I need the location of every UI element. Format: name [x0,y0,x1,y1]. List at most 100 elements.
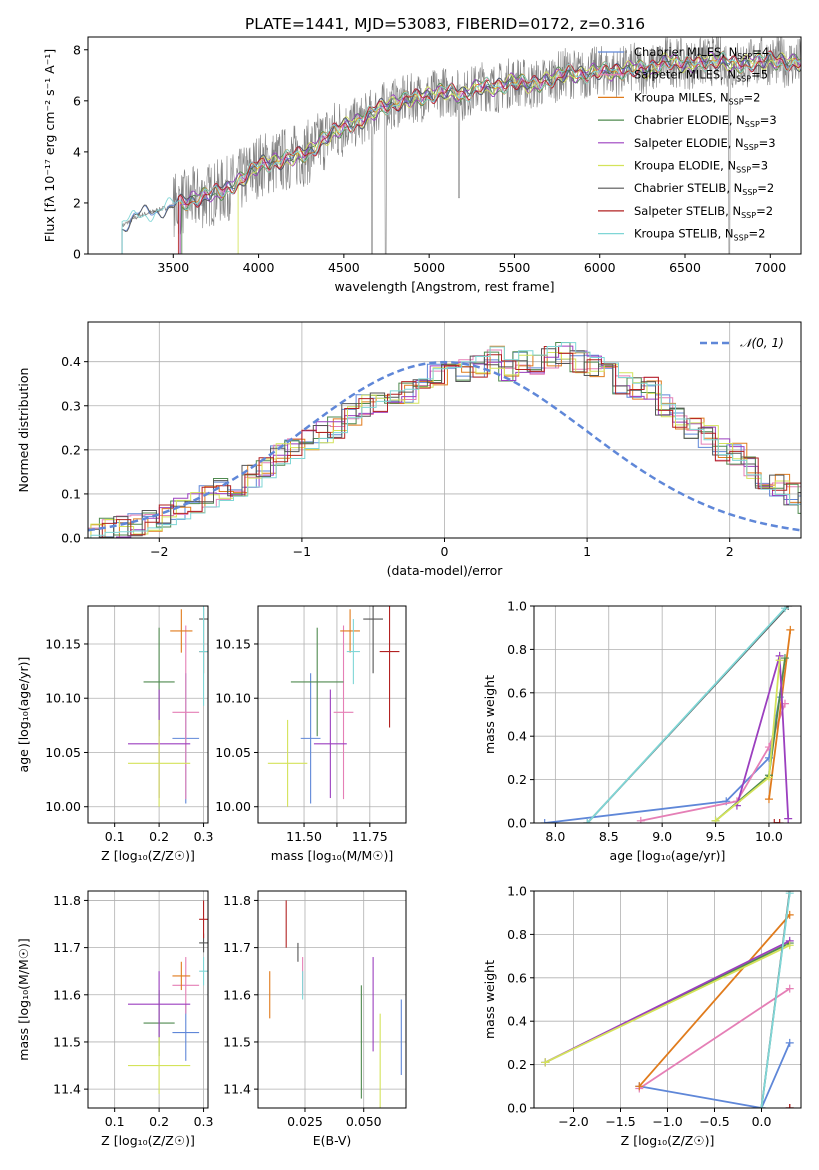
y-tick-label: 0.4 [507,1014,527,1029]
y-tick-label: 8 [73,42,81,57]
legend-count: =2 [744,90,761,104]
legend-count: =3 [759,136,776,150]
axes-frame [533,605,802,824]
normal-curve [88,360,801,532]
y-tick-label: 11.8 [223,893,251,908]
x-tick-label: 9.0 [652,829,672,844]
y-tick-label: 4 [73,144,81,159]
plot-area-mass-weight-vs-Z [541,891,794,1108]
legend-subscript: SSP [742,188,757,197]
weight-marker-salpeter-miles [785,984,794,993]
y-tick-label: 10.15 [45,636,81,651]
x-tick-label: 2 [726,544,734,559]
x-axis-label: wavelength [Angstrom, rest frame] [334,279,554,294]
x-axis-label: age [log₁₀(age/yr)] [610,848,726,863]
plot-area-mass-vs-ebv [269,900,402,1108]
legend-count: =3 [751,159,768,173]
legend-text: Chabrier MILES, N [634,45,737,59]
legend-entry-kroupa-miles: Kroupa MILES, NSSP=2 [634,90,760,106]
y-tick-label: 0.0 [507,1101,527,1116]
axes-frame [87,890,209,1109]
weight-line-salpeter-elodie [736,655,790,819]
legend-entry-kroupa-elodie: Kroupa ELODIE, NSSP=3 [634,159,768,175]
weight-line-salpeter-miles [638,987,791,1090]
x-tick-label: −1.5 [605,1114,635,1129]
x-axis-label: E(B-V) [313,1133,352,1148]
weight-marker-chabrier-miles [785,1038,794,1047]
x-tick-label: −1.0 [652,1114,682,1129]
weight-marker-salpeter-miles [636,816,645,823]
y-tick-label: 10.05 [215,745,251,760]
y-tick-label: 11.6 [223,987,251,1002]
histogram-chabrier-elodie [88,342,801,538]
y-tick-label: 10.00 [45,799,81,814]
y-axis-label: mass weight [482,960,497,1039]
x-tick-label: 0 [441,544,449,559]
weight-marker-salpeter-elodie [784,814,793,823]
y-tick-label: 11.4 [53,1082,81,1097]
panel-age-vs-Z: 0.1 0.2 0.3 10.00 10.05 10.10 10.15 Z [log₁₀(Z/… [16,605,214,863]
x-tick-label: 4500 [328,260,360,275]
y-tick-label: 11.5 [223,1034,251,1049]
histogram-chabrier-stelib [88,348,801,538]
x-tick-label: 0.1 [105,1114,125,1129]
weight-marker-chabrier-miles [540,819,549,823]
model-line-kroupa-elodie [237,52,801,254]
legend-subscript: SSP [745,120,760,129]
y-tick-label: 11.5 [53,1034,81,1049]
y-tick-label: 11.4 [223,1082,251,1097]
legend-subscript: SSP [736,166,751,175]
y-tick-label: 11.8 [53,893,81,908]
y-tick-label: 0.0 [61,531,81,546]
legend-text: Salpeter MILES, N [634,68,736,82]
legend-entry-chabrier-miles: Chabrier MILES, NSSP=4 [634,45,769,61]
model-line-kroupa-stelib [121,51,801,254]
weight-line-kroupa-elodie [544,944,791,1064]
legend-count: =4 [752,45,769,59]
y-tick-label: 0.2 [61,442,81,457]
y-tick-label: 0.1 [61,486,81,501]
legend-entry-salpeter-elodie: Salpeter ELODIE, NSSP=3 [634,136,776,152]
legend-count: =2 [749,227,766,241]
legend-text: Chabrier ELODIE, N [634,113,745,127]
y-tick-label: 0.4 [507,729,527,744]
legend-subscript: SSP [741,211,756,220]
weight-marker-kroupa-stelib [757,1104,766,1108]
y-tick-label: 1.0 [507,599,527,614]
y-tick-label: 0.2 [507,772,527,787]
x-tick-label: −2.0 [558,1114,588,1129]
x-tick-label: 0.3 [194,1114,214,1129]
x-axis-label: Z [log₁₀(Z/Z☉)] [621,1133,715,1148]
y-tick-label: 11.7 [53,940,81,955]
plot-area-residuals [88,342,801,538]
legend-subscript: SSP [729,97,744,106]
weight-line-salpeter-miles [640,703,786,822]
histogram-salpeter-miles [88,349,801,538]
x-axis-label: Z [log₁₀(Z/Z☉)] [101,848,195,863]
x-tick-label: 11.50 [286,829,322,844]
panel-residuals: −2 −1 0 1 2 0.0 0.1 0.2 0.3 0.4 (data-model)/error… [16,321,802,578]
y-tick-label: 11.7 [223,940,251,955]
histogram-salpeter-stelib [88,346,801,538]
axes-frame [87,36,802,255]
legend-count: =2 [757,181,774,195]
plot-area-mass-vs-Z [128,900,208,1094]
weight-marker-salpeter-stelib [770,819,779,823]
y-axis-label: Flux [fλ 10⁻¹⁷ erg cm⁻² s⁻¹ A⁻¹] [42,49,57,242]
legend-subscript: SSP [737,52,752,61]
x-tick-label: 0.2 [149,829,169,844]
weight-marker-kroupa-elodie [775,656,784,665]
x-axis-label: (data-model)/error [387,563,504,578]
legend-entry-kroupa-stelib: Kroupa STELIB, NSSP=2 [634,227,765,243]
y-axis-label: mass weight [482,675,497,754]
plot-area-age-vs-mass [267,606,400,807]
panel-mass-vs-Z: 0.1 0.2 0.3 11.4 11.5 11.6 11.7 11.8 Z [log₁₀(Z/… [16,890,214,1148]
x-tick-label: 3500 [157,260,189,275]
axes-frame [257,890,407,1109]
x-axis-label: Z [log₁₀(Z/Z☉)] [101,1133,195,1148]
x-tick-label: −0.5 [699,1114,729,1129]
model-line-chabrier-miles [121,52,801,254]
weight-line-chabrier-miles [639,1042,791,1108]
legend-text: Kroupa MILES, N [634,90,729,104]
